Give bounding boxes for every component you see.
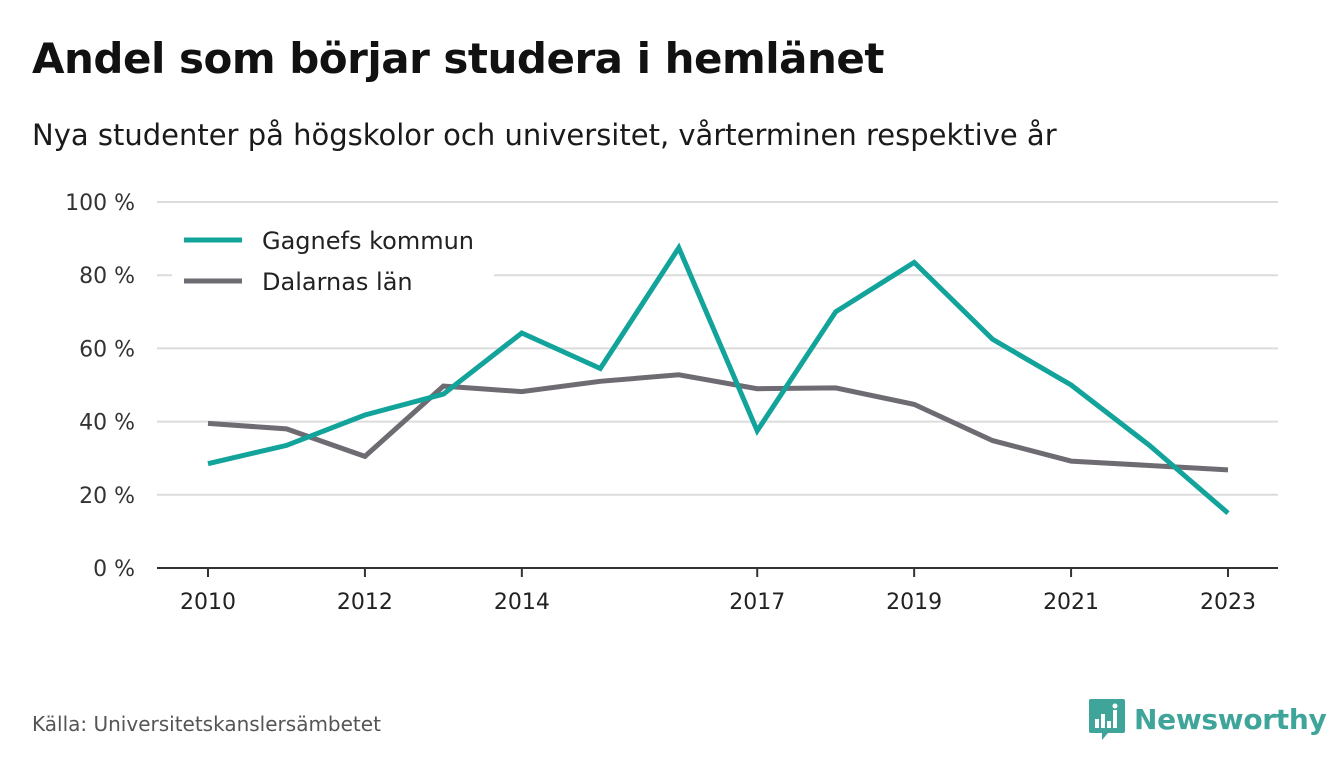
x-tick-label: 2019 bbox=[886, 590, 942, 615]
gridlines bbox=[157, 201, 1278, 569]
x-tick-label: 2012 bbox=[337, 590, 393, 615]
legend-label: Gagnefs kommun bbox=[262, 227, 474, 255]
source-note: Källa: Universitetskanslersämbetet bbox=[32, 712, 381, 736]
y-tick-label: 100 % bbox=[65, 191, 135, 216]
x-tick-label: 2014 bbox=[494, 590, 550, 615]
y-tick-label: 40 % bbox=[79, 411, 135, 436]
x-tick-label: 2021 bbox=[1043, 590, 1099, 615]
y-tick-label: 20 % bbox=[79, 484, 135, 509]
x-tick-label: 2010 bbox=[180, 590, 236, 615]
chart-subtitle: Nya studenter på högskolor och universit… bbox=[32, 118, 1057, 152]
series-line-gagnefs-kommun bbox=[207, 242, 1230, 515]
y-tick-label: 60 % bbox=[79, 337, 135, 362]
brand-name: Newsworthy bbox=[1134, 702, 1327, 736]
chart-title: Andel som börjar studera i hemlänet bbox=[32, 34, 885, 83]
x-axis-ticks: 2010 2012 2014 2017 2019 2021 2023 bbox=[180, 568, 1256, 615]
y-axis-ticks: 0 % 20 % 40 % 60 % 80 % 100 % bbox=[65, 191, 135, 582]
series-line-dalarnas-l-n bbox=[207, 372, 1229, 473]
x-tick-label: 2023 bbox=[1200, 590, 1256, 615]
legend-label: Dalarnas län bbox=[262, 268, 413, 296]
series-lines bbox=[207, 242, 1230, 515]
x-tick-label: 2017 bbox=[729, 590, 785, 615]
legend-background bbox=[172, 222, 494, 302]
y-tick-label: 80 % bbox=[79, 264, 135, 289]
bar-chart-speech-bubble-icon bbox=[1089, 699, 1125, 740]
brand-logo[interactable]: Newsworthy bbox=[1088, 697, 1327, 741]
legend: Gagnefs kommun Dalarnas län bbox=[172, 222, 494, 302]
y-tick-label: 0 % bbox=[93, 557, 135, 582]
